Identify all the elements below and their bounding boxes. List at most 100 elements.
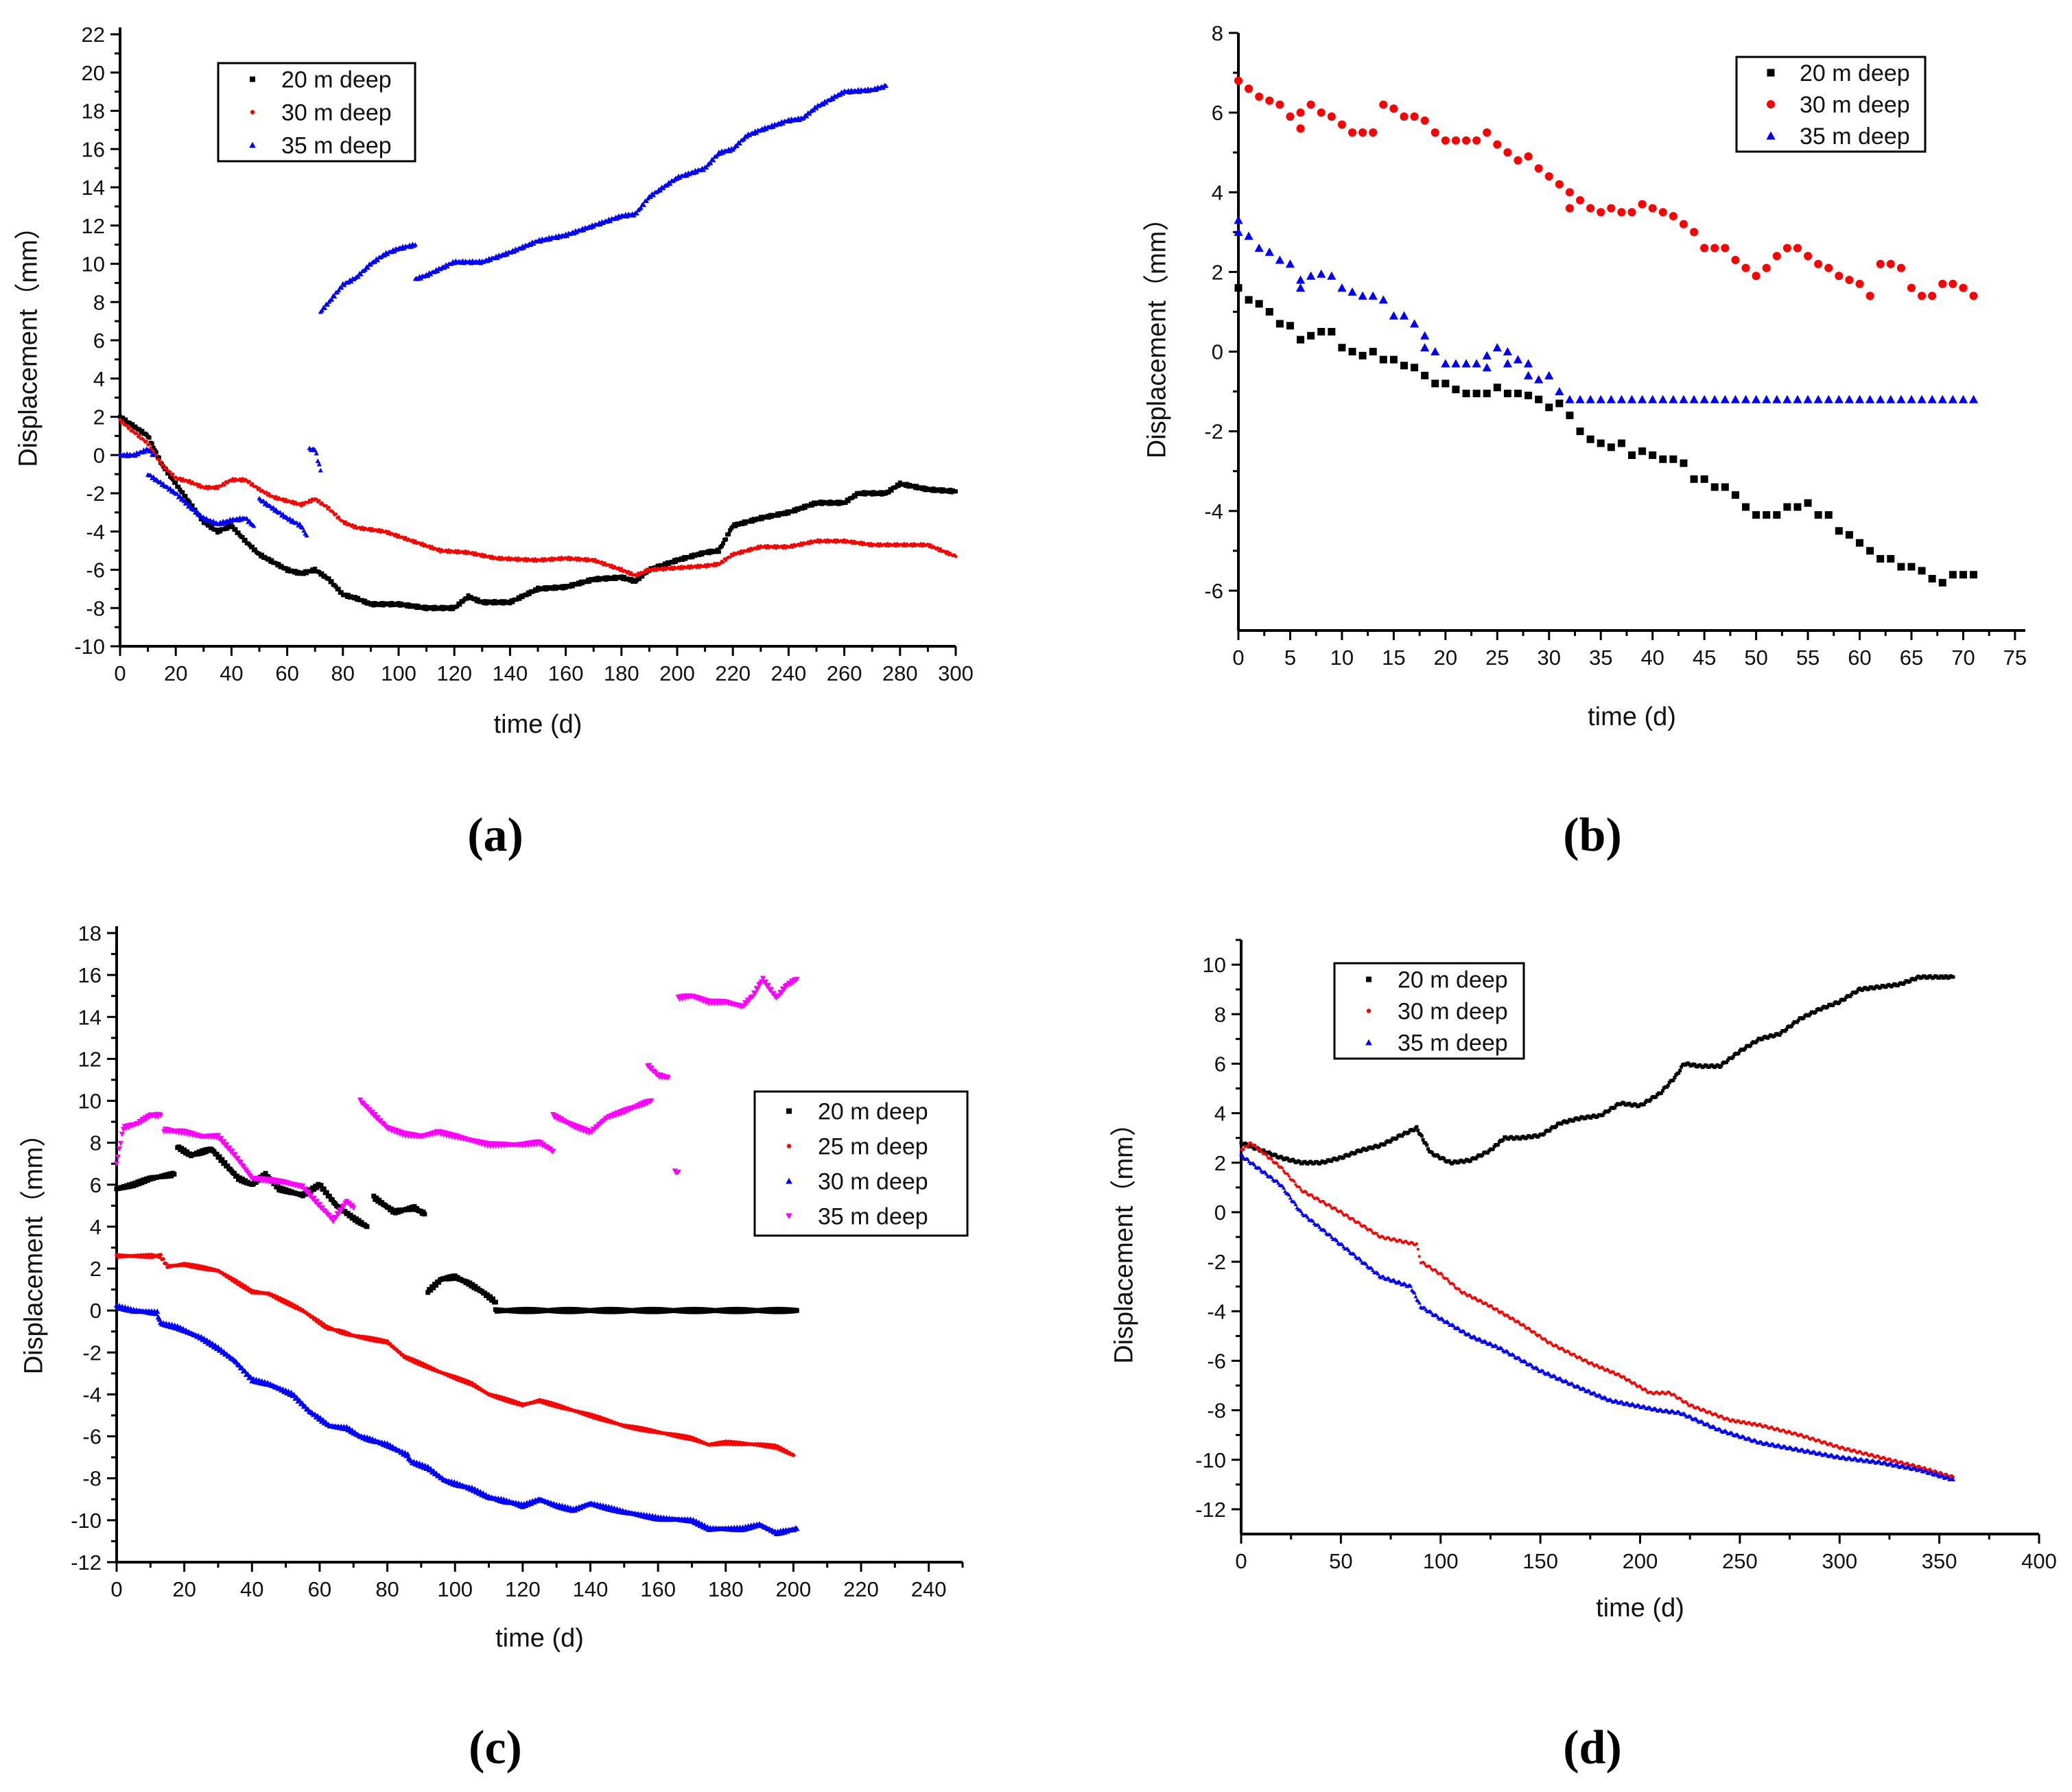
data-point: [351, 1205, 357, 1211]
data-point: [694, 1306, 700, 1312]
data-point: [1762, 263, 1771, 272]
data-point: [1607, 204, 1616, 213]
data-point: [581, 227, 587, 233]
data-point: [1796, 1018, 1800, 1022]
y-tick-label: 16: [78, 963, 102, 987]
data-point: [172, 1172, 177, 1177]
data-point: [464, 596, 469, 601]
x-tick-label: 40: [240, 1577, 263, 1601]
data-point: [1576, 427, 1584, 436]
data-point: [772, 1309, 777, 1314]
data-point: [299, 504, 303, 508]
data-point: [1483, 390, 1491, 398]
data-point: [511, 249, 517, 255]
data-point: [1245, 84, 1253, 93]
data-point: [1938, 976, 1942, 980]
data-point: [200, 1150, 206, 1155]
y-tick-label: -10: [71, 1509, 102, 1533]
data-point: [552, 584, 557, 589]
data-point: [1358, 351, 1367, 359]
data-point: [1389, 1138, 1393, 1142]
data-point: [274, 495, 278, 499]
data-point: [650, 192, 657, 198]
data-point: [501, 601, 506, 606]
data-point: [1928, 575, 1936, 583]
data-point: [1660, 1089, 1664, 1093]
data-point: [219, 521, 224, 526]
data-point: [694, 169, 700, 174]
data-point: [1779, 1030, 1783, 1035]
data-point: [171, 477, 176, 482]
data-point: [1475, 1155, 1479, 1159]
data-point: [224, 1142, 230, 1148]
data-point: [1247, 1143, 1250, 1146]
data-point: [1710, 394, 1719, 403]
data-point: [743, 521, 748, 526]
data-point: [1514, 156, 1522, 165]
data-point: [455, 604, 460, 609]
data-point: [1678, 1068, 1682, 1072]
legend-marker: [1766, 99, 1776, 109]
data-point: [593, 558, 597, 561]
data-point: [317, 569, 322, 574]
data-point: [1242, 1148, 1245, 1151]
data-point: [1482, 363, 1492, 372]
x-tick-label: 50: [1744, 646, 1767, 670]
data-point: [735, 1306, 740, 1312]
data-point: [567, 585, 572, 589]
data-point: [1824, 263, 1833, 272]
y-tick-label: 10: [82, 252, 105, 276]
data-point: [1346, 1214, 1350, 1217]
data-point: [314, 497, 318, 502]
data-point: [1491, 1147, 1495, 1151]
y-tick-label: 12: [82, 214, 105, 238]
data-point: [1659, 455, 1667, 463]
data-point: [1606, 394, 1616, 403]
data-point: [130, 422, 135, 427]
data-point: [1680, 459, 1688, 467]
data-point: [1545, 403, 1553, 412]
data-point: [480, 552, 484, 556]
data-point: [466, 593, 471, 598]
data-point: [1763, 511, 1771, 519]
y-tick-label: -4: [1204, 499, 1223, 523]
data-point: [113, 1161, 120, 1167]
data-point: [1928, 292, 1937, 300]
data-point: [311, 1187, 317, 1192]
data-point: [1752, 511, 1761, 519]
data-point: [559, 584, 564, 589]
data-point: [1378, 1144, 1382, 1148]
data-point: [158, 479, 163, 484]
data-point: [1401, 1132, 1405, 1136]
data-point: [612, 574, 617, 579]
data-point: [377, 528, 381, 532]
data-point: [1667, 1081, 1671, 1085]
data-point: [309, 569, 314, 574]
data-point: [569, 1306, 574, 1312]
data-point: [1417, 1255, 1421, 1258]
legend-label: 20 m deep: [281, 67, 392, 93]
data-point: [303, 1192, 308, 1197]
data-point: [604, 577, 609, 582]
data-point: [300, 1183, 306, 1189]
data-point: [1286, 1172, 1289, 1176]
x-tick-label: 140: [493, 661, 528, 685]
series-30-m-deep: [118, 418, 958, 578]
data-point: [850, 495, 855, 500]
data-point: [701, 167, 707, 172]
data-point: [811, 107, 816, 113]
data-point: [1555, 387, 1564, 396]
data-point: [610, 1306, 615, 1312]
data-point: [353, 595, 358, 600]
data-point: [728, 555, 732, 559]
data-point: [515, 597, 519, 602]
data-point: [646, 1309, 652, 1314]
data-point: [1866, 547, 1874, 555]
y-tick-label: 8: [1214, 1002, 1226, 1026]
y-tick-label: 0: [93, 443, 105, 467]
data-point: [320, 571, 325, 576]
data-point: [1534, 164, 1543, 173]
legend-marker: [786, 1213, 792, 1220]
